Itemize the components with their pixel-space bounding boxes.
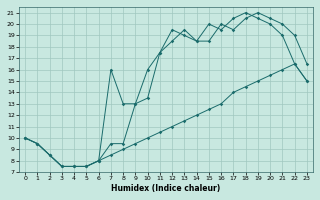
X-axis label: Humidex (Indice chaleur): Humidex (Indice chaleur) — [111, 184, 221, 193]
